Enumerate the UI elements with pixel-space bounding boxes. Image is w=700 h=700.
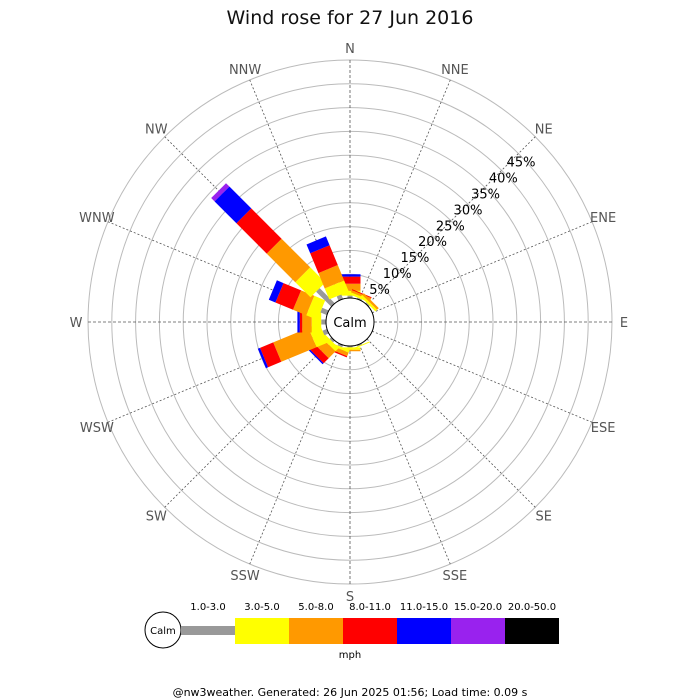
legend-swatch [289, 618, 343, 644]
direction-label: SSW [230, 569, 260, 584]
wind-bar-segment [266, 238, 311, 283]
wind-bar-segment [329, 337, 335, 343]
radial-tick-label: 10% [383, 267, 412, 282]
wind-bar-segment [275, 283, 302, 310]
wind-bar-segment [299, 311, 303, 333]
legend-swatch [397, 618, 451, 644]
direction-label: E [620, 316, 628, 331]
legend-unit: mph [339, 650, 361, 661]
legend-label: 11.0-15.0 [400, 602, 448, 613]
legend-swatch [343, 618, 397, 644]
wind-bar-segment [365, 302, 370, 307]
wind-bar-segment [293, 290, 315, 316]
legend-items: 1.0-3.0 3.0-5.0 5.0-8.0 8.0-11.0 11.0-15.0 15… [181, 602, 559, 644]
wind-bar-segment [302, 311, 312, 333]
wind-bar-segment [273, 327, 317, 362]
wind-bar-segment [316, 288, 335, 307]
calm-label: Calm [333, 316, 366, 331]
direction-label: WNW [79, 211, 115, 226]
footer-text: @nw3weather. Generated: 26 Jun 2025 01:5… [173, 686, 528, 699]
legend-label: 1.0-3.0 [190, 602, 225, 613]
direction-label: WSW [80, 421, 114, 436]
wind-bar-segment [318, 265, 345, 289]
wind-bar-segment [320, 307, 329, 316]
wind-bar-segment [295, 267, 326, 298]
wind-bar-segment [307, 348, 324, 365]
direction-labels: N NNE NE ENE E ESE SE SSE S SSW SW WSW W WNW NW NNW [70, 42, 629, 605]
radial-tick-label: 45% [507, 156, 536, 171]
wind-bar-segment [236, 208, 282, 254]
wind-bar-segment [337, 343, 344, 348]
speed-legend: Calm 1.0-3.0 3.0-5.0 5.0-8.0 8.0-11.0 11.0-1… [144, 602, 559, 661]
wind-bar-segment [321, 319, 326, 325]
legend-label: 15.0-20.0 [454, 602, 502, 613]
wind-bar-segment [339, 274, 361, 277]
calm-circle: Calm [325, 297, 375, 347]
legend-calm-label: Calm [150, 626, 176, 637]
radial-tick-labels: 5%10%15%20%25%30%35%40%45% [369, 156, 535, 298]
wind-bar-segment [360, 294, 378, 312]
legend-label: 3.0-5.0 [244, 602, 279, 613]
polar-grid [87, 59, 613, 585]
direction-label: S [346, 590, 354, 605]
radial-tick-label: 35% [471, 188, 500, 203]
legend-swatch [235, 618, 289, 644]
direction-label: SW [146, 510, 167, 525]
grid-ring [206, 178, 494, 466]
legend-swatch [505, 618, 559, 644]
wind-bar-segment [260, 342, 282, 368]
direction-label: ENE [590, 211, 616, 226]
legend-label: 5.0-8.0 [298, 602, 333, 613]
direction-label: SE [535, 510, 551, 525]
wind-bar-segment [211, 183, 230, 202]
direction-label: NNW [229, 63, 261, 78]
radial-tick-label: 20% [418, 235, 447, 250]
wind-bar-segment [306, 236, 330, 254]
radial-tick-label: 25% [436, 219, 465, 234]
wind-bar-segment [347, 295, 353, 298]
direction-label: NE [535, 122, 553, 137]
chart-title: Wind rose for 27 Jun 2016 [227, 7, 474, 29]
legend-label: 20.0-50.0 [508, 602, 556, 613]
direction-label: NW [145, 122, 168, 137]
wind-bars [211, 183, 379, 369]
wind-bar-segment [214, 186, 252, 224]
direction-label: N [345, 42, 355, 57]
direction-label: ESE [591, 421, 616, 436]
legend-label: 8.0-11.0 [349, 602, 391, 613]
wind-bar-segment [257, 347, 269, 369]
radial-tick-label: 15% [400, 251, 429, 266]
radial-tick-label: 30% [454, 203, 483, 218]
grid-ring [111, 83, 589, 561]
wind-bar-segment [310, 245, 338, 274]
wind-bar-segment [351, 289, 372, 299]
wind-bar-segment [362, 293, 379, 310]
direction-label: SSE [443, 569, 468, 584]
direction-label: NNE [441, 63, 469, 78]
radial-tick-label: 5% [369, 283, 390, 298]
legend-swatch [451, 618, 505, 644]
direction-label: W [70, 316, 83, 331]
wind-bar-segment [297, 311, 300, 333]
wind-bar-segment [268, 280, 284, 303]
legend-swatch [181, 626, 235, 635]
wind-bar-segment [339, 276, 361, 284]
wind-bar-segment [324, 280, 349, 300]
wind-bar-segment [306, 295, 326, 320]
radial-tick-label: 40% [489, 172, 518, 187]
